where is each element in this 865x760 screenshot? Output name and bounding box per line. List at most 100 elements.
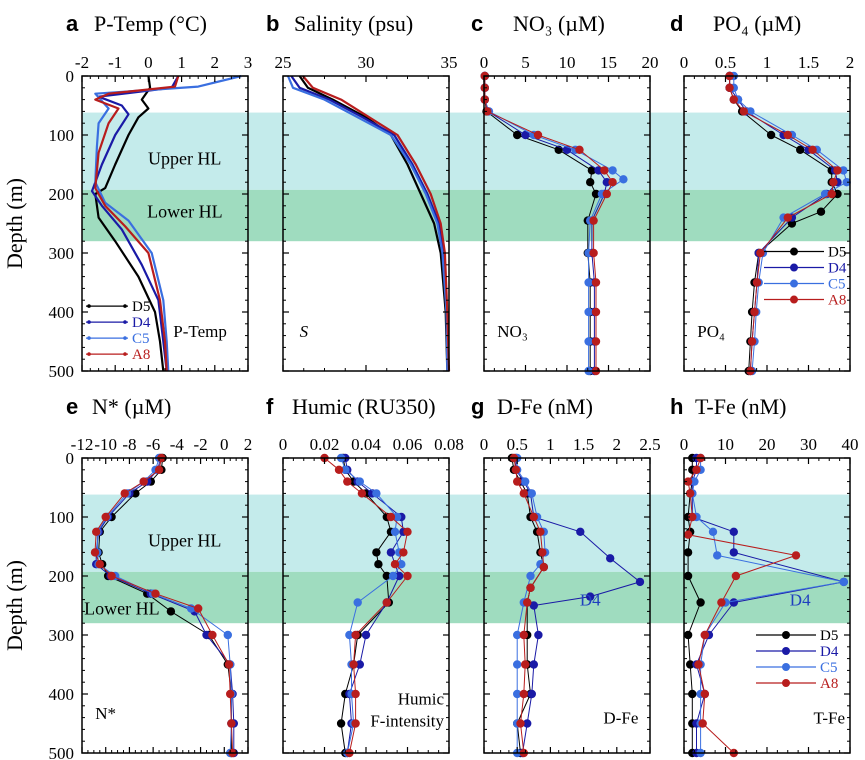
data-point-c5 (713, 551, 722, 560)
data-point-d4 (361, 630, 371, 640)
panel-letter: c (471, 11, 483, 36)
data-point-c5 (513, 660, 522, 669)
data-point-c5 (526, 571, 535, 581)
x-tick-label: 1 (546, 435, 555, 454)
panel-a: -2 -1 0 1 2 3 0 100 200 300 400 500 Depth (m) a P-Temp… (2, 11, 252, 381)
data-point-d5 (336, 719, 346, 728)
data-point-a8 (731, 571, 741, 581)
legend-label-c5: C5 (828, 277, 846, 293)
panel-annotation: P-Temp (173, 322, 227, 341)
legend-marker-a8 (790, 295, 798, 304)
x-tick-label: 15 (600, 53, 617, 72)
series-line-a8 (94, 457, 234, 754)
data-point-d4 (529, 601, 538, 610)
data-point-c5 (584, 307, 593, 317)
data-point-d4 (635, 577, 645, 587)
data-point-c5 (397, 560, 406, 569)
y-tick-label: 100 (49, 508, 75, 527)
data-point-a8 (351, 689, 360, 699)
band-label: Lower HL (84, 598, 159, 618)
data-point-a8 (139, 477, 148, 486)
legend-marker-c5 (790, 279, 798, 288)
x-tick-label: -10 (94, 435, 117, 454)
data-point-c5 (608, 166, 617, 175)
data-point-a8 (516, 719, 525, 728)
data-point-c5 (392, 512, 402, 522)
data-point-d5 (372, 548, 381, 557)
y-tick-label: 0 (66, 449, 75, 468)
data-point-c5 (353, 598, 362, 607)
legend-marker-c5 (782, 663, 790, 671)
data-point-a8 (227, 719, 236, 728)
panel-letter: e (66, 394, 78, 419)
data-point-d4 (729, 527, 738, 536)
x-tick-label: -1 (108, 53, 122, 72)
x-tick-label: 0 (480, 53, 489, 72)
data-point-c5 (355, 477, 364, 486)
data-point-a8 (151, 589, 160, 598)
panel-title: T-Fe (nM) (695, 394, 786, 419)
x-tick-label: 25 (275, 53, 292, 72)
data-point-a8 (700, 689, 709, 699)
series-line-d4 (95, 457, 235, 753)
data-point-a8 (739, 107, 748, 116)
legend-marker-d4 (123, 320, 127, 324)
x-tick-label: -12 (71, 435, 94, 454)
x-tick-label: -6 (146, 435, 160, 454)
data-point-a8 (688, 512, 697, 522)
data-point-a8 (526, 583, 535, 592)
y-tick-label: 400 (49, 303, 75, 322)
legend-label-d4: D4 (132, 315, 151, 331)
data-point-a8 (386, 512, 396, 522)
upper-halocline-band (82, 494, 850, 572)
panel-annotation: Humic (398, 689, 445, 708)
x-tick-label: 1 (177, 53, 186, 72)
data-point-a8 (829, 178, 838, 187)
legend-marker-a8 (782, 679, 790, 687)
y-tick-label: 400 (49, 685, 75, 704)
data-point-a8 (224, 660, 234, 669)
x-tick-label: 20 (759, 435, 776, 454)
data-point-a8 (589, 216, 598, 225)
y-tick-label: 200 (49, 567, 75, 586)
x-tick-label: 10 (717, 435, 734, 454)
data-point-d5 (766, 130, 776, 140)
data-point-d5 (833, 189, 842, 199)
x-tick-label: 3 (244, 53, 253, 72)
data-point-a8 (833, 166, 842, 175)
upper-halocline-band (82, 112, 850, 190)
panel-title: Humic (RU350) (292, 394, 436, 419)
data-point-d5 (816, 207, 826, 216)
y-tick-label: 200 (49, 185, 75, 204)
data-point-c5 (842, 178, 851, 187)
x-tick-label: -8 (122, 435, 136, 454)
data-point-d5 (683, 548, 693, 557)
data-point-c5 (513, 689, 522, 699)
data-point-d5 (796, 145, 805, 154)
data-point-c5 (527, 489, 536, 498)
series-line-c5 (286, 75, 449, 372)
data-point-c5 (345, 630, 354, 640)
data-point-a8 (700, 630, 709, 640)
data-point-a8 (519, 630, 528, 640)
data-point-c5 (513, 630, 522, 640)
x-tick-label: 1.5 (798, 53, 819, 72)
data-point-c5 (708, 527, 718, 536)
panel-letter: d (670, 11, 683, 36)
data-point-d5 (382, 571, 391, 581)
x-tick-label: 0 (279, 435, 288, 454)
data-point-a8 (519, 489, 528, 498)
x-tick-label: 20 (642, 53, 659, 72)
data-point-a8 (194, 604, 203, 613)
x-tick-label: 0.04 (351, 435, 381, 454)
data-point-a8 (349, 660, 358, 669)
data-point-a8 (591, 307, 601, 317)
data-point-a8 (519, 689, 528, 699)
data-point-a8 (351, 719, 360, 728)
data-point-d4 (527, 689, 536, 699)
legend-marker-d5 (87, 304, 91, 308)
x-tick-label: 2 (244, 435, 253, 454)
data-point-d4 (594, 166, 603, 175)
legend-marker-c5 (87, 336, 91, 340)
